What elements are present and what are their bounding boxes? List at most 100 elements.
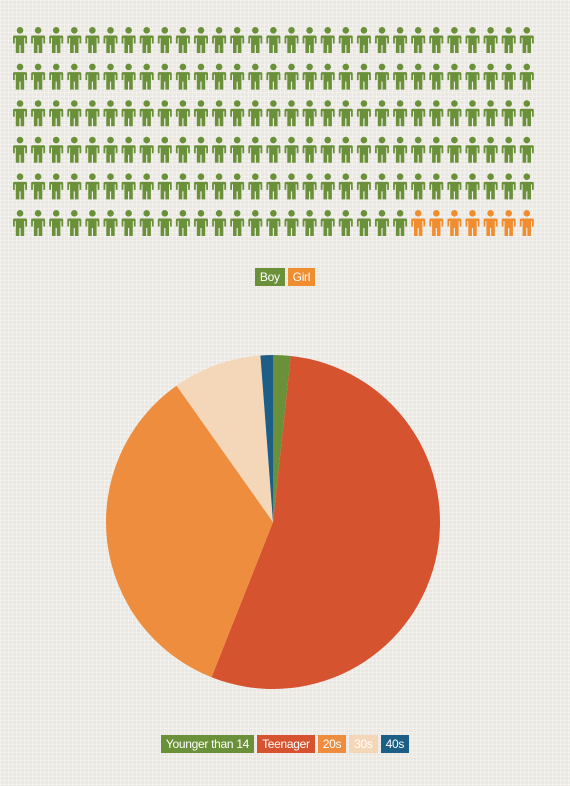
boy-figure-icon bbox=[49, 210, 64, 236]
boy-figure-icon bbox=[248, 27, 263, 53]
boy-figure-icon bbox=[393, 27, 408, 53]
boy-figure-icon bbox=[230, 27, 245, 53]
boy-figure-icon bbox=[139, 100, 154, 127]
boy-figure-icon bbox=[103, 27, 118, 53]
boy-figure-icon bbox=[139, 27, 154, 53]
boy-figure-icon bbox=[85, 27, 100, 53]
boy-figure-icon bbox=[139, 173, 154, 200]
boy-figure-icon bbox=[266, 210, 281, 236]
boy-figure-icon bbox=[121, 136, 136, 163]
boy-figure-icon bbox=[393, 173, 408, 200]
boy-figure-icon bbox=[266, 27, 281, 53]
boy-figure-icon bbox=[338, 136, 353, 163]
boy-figure-icon bbox=[393, 100, 408, 127]
boy-figure-icon bbox=[248, 173, 263, 200]
boy-figure-icon bbox=[320, 173, 335, 200]
boy-figure-icon bbox=[320, 63, 335, 90]
boy-figure-icon bbox=[284, 136, 299, 163]
boy-figure-icon bbox=[338, 210, 353, 236]
boy-figure-icon bbox=[85, 210, 100, 236]
boy-figure-icon bbox=[13, 63, 27, 90]
boy-figure-icon bbox=[31, 173, 46, 200]
boy-figure-icon bbox=[194, 63, 208, 90]
boy-figure-icon bbox=[121, 210, 136, 236]
boy-figure-icon bbox=[175, 63, 190, 90]
boy-figure-icon bbox=[284, 210, 299, 236]
boy-figure-icon bbox=[483, 63, 498, 90]
boy-figure-icon bbox=[465, 27, 480, 53]
boy-figure-icon bbox=[266, 63, 281, 90]
boy-figure-icon bbox=[447, 136, 462, 163]
boy-figure-icon bbox=[103, 210, 118, 236]
boy-figure-icon bbox=[411, 27, 426, 53]
girl-figure-icon bbox=[519, 210, 534, 236]
boy-figure-icon bbox=[49, 100, 64, 127]
boy-figure-icon bbox=[49, 27, 64, 53]
girl-figure-icon bbox=[483, 210, 498, 236]
boy-figure-icon bbox=[49, 136, 64, 163]
boy-figure-icon bbox=[501, 173, 516, 200]
boy-figure-icon bbox=[85, 136, 100, 163]
boy-figure-icon bbox=[248, 210, 263, 236]
pie-slice-younger-than-14 bbox=[273, 355, 291, 522]
boy-figure-icon bbox=[212, 136, 227, 163]
boy-figure-icon bbox=[465, 100, 480, 127]
boy-figure-icon bbox=[31, 27, 46, 53]
boy-figure-icon bbox=[248, 63, 263, 90]
boy-figure-icon bbox=[194, 210, 208, 236]
girl-figure-icon bbox=[447, 210, 462, 236]
boy-figure-icon bbox=[157, 210, 172, 236]
boy-figure-icon bbox=[519, 173, 534, 200]
boy-figure-icon bbox=[411, 136, 426, 163]
boy-figure-icon bbox=[375, 27, 389, 53]
boy-figure-icon bbox=[501, 136, 516, 163]
boy-figure-icon bbox=[519, 63, 534, 90]
boy-figure-icon bbox=[375, 63, 389, 90]
boy-figure-icon bbox=[67, 136, 82, 163]
gender-pictograph bbox=[13, 27, 534, 236]
girl-figure-icon bbox=[429, 210, 444, 236]
boy-figure-icon bbox=[121, 63, 136, 90]
boy-figure-icon bbox=[320, 210, 335, 236]
boy-figure-icon bbox=[67, 27, 82, 53]
boy-figure-icon bbox=[67, 173, 82, 200]
boy-figure-icon bbox=[157, 63, 172, 90]
boy-figure-icon bbox=[338, 63, 353, 90]
boy-figure-icon bbox=[501, 63, 516, 90]
boy-figure-icon bbox=[230, 100, 245, 127]
boy-figure-icon bbox=[175, 100, 190, 127]
boy-figure-icon bbox=[338, 27, 353, 53]
boy-figure-icon bbox=[483, 136, 498, 163]
pie-slice-teenager bbox=[211, 355, 441, 689]
boy-figure-icon bbox=[447, 173, 462, 200]
boy-figure-icon bbox=[67, 100, 82, 127]
girl-figure-icon bbox=[501, 210, 516, 236]
boy-figure-icon bbox=[393, 63, 408, 90]
boy-figure-icon bbox=[465, 136, 480, 163]
boy-figure-icon bbox=[356, 100, 371, 127]
boy-figure-icon bbox=[121, 173, 136, 200]
boy-figure-icon bbox=[284, 63, 299, 90]
boy-figure-icon bbox=[13, 27, 27, 53]
boy-figure-icon bbox=[411, 100, 426, 127]
boy-figure-icon bbox=[483, 27, 498, 53]
boy-figure-icon bbox=[393, 210, 408, 236]
boy-figure-icon bbox=[302, 100, 317, 127]
boy-figure-icon bbox=[175, 27, 190, 53]
boy-figure-icon bbox=[447, 100, 462, 127]
boy-figure-icon bbox=[157, 173, 172, 200]
boy-figure-icon bbox=[175, 210, 190, 236]
boy-figure-icon bbox=[13, 210, 27, 236]
boy-figure-icon bbox=[13, 100, 27, 127]
boy-figure-icon bbox=[356, 210, 371, 236]
girl-figure-icon bbox=[465, 210, 480, 236]
boy-figure-icon bbox=[31, 100, 46, 127]
boy-figure-icon bbox=[284, 100, 299, 127]
legend-item-boy: Boy bbox=[254, 268, 285, 286]
boy-figure-icon bbox=[284, 173, 299, 200]
legend-item-younger-than-14: Younger than 14 bbox=[160, 735, 255, 753]
boy-figure-icon bbox=[519, 100, 534, 127]
boy-figure-icon bbox=[49, 63, 64, 90]
boy-figure-icon bbox=[302, 136, 317, 163]
legend-item-teenager: Teenager bbox=[257, 735, 315, 753]
